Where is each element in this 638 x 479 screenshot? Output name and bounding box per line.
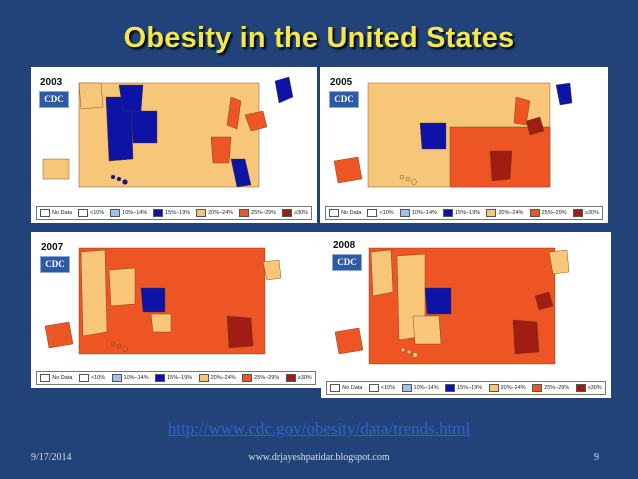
legend-item: 15%–19% <box>443 209 480 217</box>
legend-item: No Data <box>329 209 361 217</box>
legend-item: ≥30% <box>282 209 308 217</box>
cdc-logo: CDC <box>332 254 362 271</box>
cdc-trends-link[interactable]: http://www.cdc.gov/obesity/data/trends.h… <box>167 419 471 438</box>
legend-item: 25%–29% <box>239 209 276 217</box>
map-2005: 2005 CDC No Data <10% 10%–14% 15%–19% 20… <box>320 67 608 223</box>
legend-item: <10% <box>368 384 395 392</box>
cdc-logo: CDC <box>329 91 359 108</box>
us-map-2003 <box>42 76 294 188</box>
legend-item: ≥30% <box>285 374 312 382</box>
map-legend: No Data <10% 10%–14% 15%–19% 20%–24% 25%… <box>326 381 606 395</box>
legend-item: No Data <box>330 384 362 392</box>
legend-item: <10% <box>367 209 394 217</box>
map-legend: No Data <10% 10%–14% 15%–19% 20%–24% 25%… <box>325 206 603 220</box>
legend-item: No Data <box>39 209 72 217</box>
legend-item: <10% <box>78 374 105 382</box>
legend-item: 20%–24% <box>486 209 523 217</box>
legend-item: 15%–19% <box>155 374 192 382</box>
legend-item: ≥30% <box>572 209 599 217</box>
slide-site: www.drjayeshpatidar.blogspot.com <box>248 452 390 463</box>
map-year: 2003 <box>40 77 63 88</box>
us-map-2008 <box>334 247 570 365</box>
legend-item: 10%–14% <box>110 209 147 217</box>
us-map-2005 <box>333 82 573 188</box>
legend-item: 20%–24% <box>196 209 233 217</box>
cdc-logo: CDC <box>39 91 69 108</box>
us-map-2007 <box>44 247 282 355</box>
legend-item: 15%–19% <box>445 384 482 392</box>
map-year: 2005 <box>330 77 353 88</box>
map-2008: 2008 CDC No Data <10% 10%–14% 15%–19% 20… <box>321 232 611 398</box>
legend-item: 25%–29% <box>242 374 279 382</box>
map-legend: No Data <10% 10%–14% 15%–19% 20%–24% 25%… <box>36 371 316 385</box>
slide-title: Obesity in the United States <box>123 22 515 54</box>
legend-item: 20%–24% <box>488 384 526 392</box>
legend-item: No Data <box>40 374 72 382</box>
map-year: 2008 <box>333 240 356 251</box>
legend-item: 20%–24% <box>198 374 236 382</box>
map-legend: No Data <10% 10%–14% 15%–19% 20%–24% 25%… <box>36 206 312 220</box>
legend-item: 15%–19% <box>153 209 190 217</box>
legend-item: <10% <box>78 209 104 217</box>
legend-item: 25%–29% <box>529 209 567 217</box>
map-2003: 2003 CDC No Data <10% 10%–14% 15%–19% 20… <box>31 67 317 223</box>
legend-item: 10%–14% <box>399 209 437 217</box>
legend-item: ≥30% <box>575 384 602 392</box>
slide-date: 9/17/2014 <box>31 452 72 463</box>
legend-item: 10%–14% <box>401 384 439 392</box>
slide-number: 9 <box>594 452 599 463</box>
map-2007: 2007 CDC No Data <10% 10%–14% 15%–19% 20… <box>31 232 321 388</box>
legend-item: 25%–29% <box>532 384 569 392</box>
map-year: 2007 <box>41 242 64 253</box>
legend-item: 10%–14% <box>111 374 149 382</box>
cdc-logo: CDC <box>40 256 70 273</box>
